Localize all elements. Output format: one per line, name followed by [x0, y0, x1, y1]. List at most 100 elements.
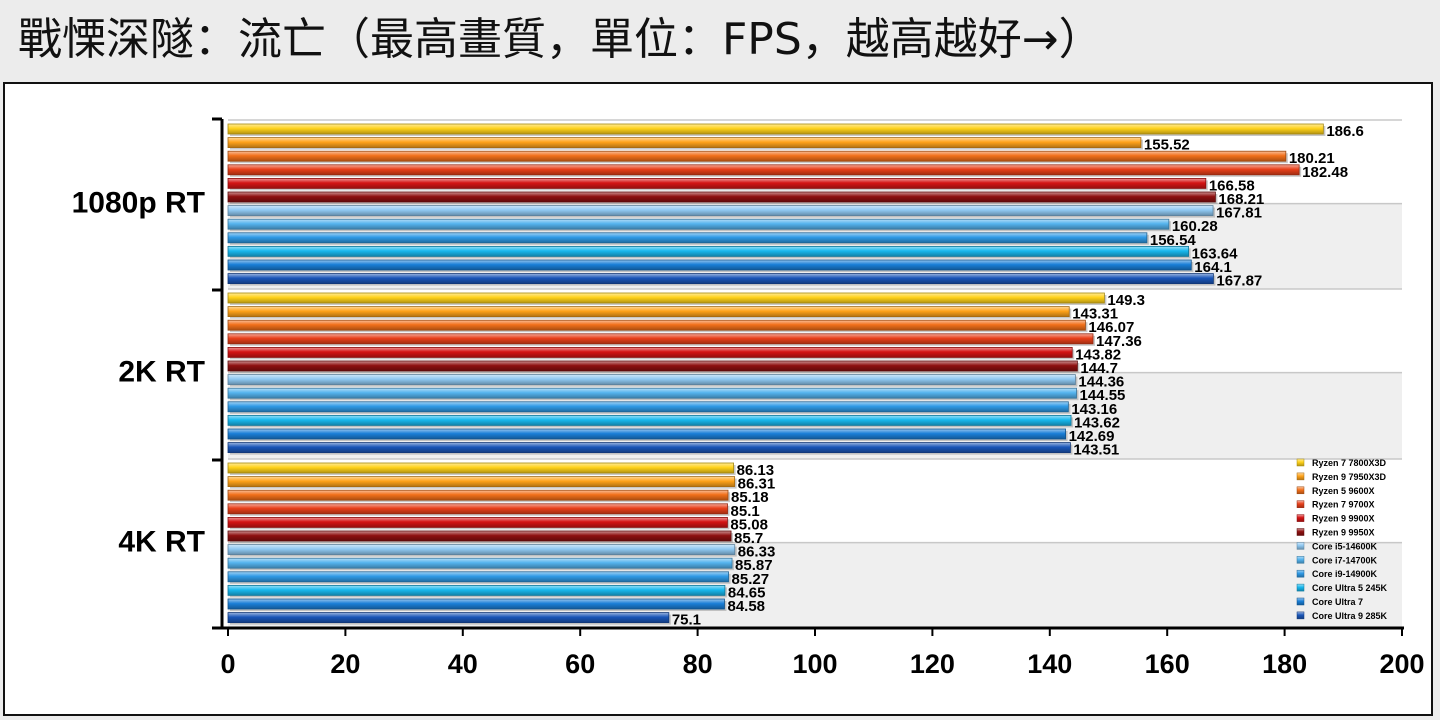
value-label: 143.51 [1073, 442, 1119, 459]
bar [227, 442, 1071, 454]
x-tick-label: 20 [330, 649, 360, 679]
bar [227, 346, 1073, 358]
value-label: 186.6 [1326, 123, 1364, 140]
value-label: 167.81 [1216, 205, 1262, 222]
bar [227, 387, 1077, 399]
value-label: 143.82 [1075, 346, 1121, 363]
value-label: 166.58 [1209, 177, 1255, 194]
value-label: 85.27 [732, 571, 770, 588]
value-label: 149.3 [1107, 292, 1145, 309]
category-label: 1080p RT [72, 186, 205, 219]
value-label: 182.48 [1302, 164, 1348, 181]
x-tick-label: 140 [1027, 649, 1072, 679]
legend-swatch [1296, 542, 1305, 550]
legend-entry: Ryzen 5 9600X [1312, 486, 1375, 496]
value-label: 143.16 [1071, 401, 1117, 418]
legend-entry: Ryzen 7 7800X3D [1312, 458, 1387, 468]
legend-entry: Core i5-14600K [1312, 541, 1378, 551]
legend-entry: Core Ultra 7 [1312, 597, 1363, 607]
value-label: 144.55 [1080, 387, 1126, 404]
legend-swatch [1296, 556, 1305, 564]
bar [227, 360, 1078, 372]
bar [227, 245, 1189, 257]
bar [227, 544, 736, 555]
x-tick-label: 80 [683, 649, 713, 679]
bar [227, 401, 1069, 413]
value-label: 85.7 [734, 530, 763, 547]
bar [227, 191, 1216, 203]
value-label: 164.1 [1194, 259, 1232, 276]
legend-swatch [1296, 597, 1305, 606]
legend-swatch [1296, 500, 1305, 508]
value-label: 84.65 [728, 584, 766, 601]
legend-entry: Core i9-14900K [1312, 569, 1378, 579]
bar [227, 150, 1287, 162]
bar [227, 306, 1070, 318]
bar [227, 428, 1066, 440]
category-label: 2K RT [118, 355, 205, 388]
x-tick-label: 0 [220, 649, 235, 679]
value-label: 147.36 [1096, 333, 1142, 350]
bar [227, 218, 1170, 230]
value-label: 75.1 [672, 612, 701, 629]
bar [227, 557, 733, 569]
value-label: 144.7 [1080, 360, 1118, 377]
x-tick-label: 200 [1379, 649, 1424, 679]
x-tick-label: 100 [792, 649, 837, 679]
value-label: 155.52 [1144, 137, 1190, 154]
bar [227, 164, 1300, 176]
bar [227, 292, 1105, 304]
value-label: 85.1 [731, 503, 760, 520]
x-tick-label: 120 [910, 649, 955, 679]
value-label: 163.64 [1192, 245, 1239, 262]
value-label: 86.13 [737, 462, 775, 479]
bar [227, 612, 670, 623]
bar [227, 414, 1072, 426]
legend-entry: Core i7-14700K [1312, 555, 1378, 565]
legend-swatch [1296, 472, 1305, 481]
bar [227, 585, 726, 596]
value-label: 160.28 [1172, 218, 1218, 235]
value-label: 85.87 [735, 557, 773, 574]
legend-entry: Ryzen 9 9950X [1312, 528, 1375, 538]
bar [227, 177, 1207, 189]
bar [227, 123, 1324, 135]
bar [227, 530, 732, 542]
x-tick-label: 180 [1262, 649, 1307, 679]
value-label: 144.36 [1078, 374, 1124, 391]
bar [227, 503, 728, 515]
legend-swatch [1296, 583, 1305, 592]
value-label: 143.62 [1074, 414, 1120, 431]
bar [227, 232, 1148, 244]
legend-swatch [1296, 528, 1305, 536]
legend-swatch [1296, 611, 1305, 620]
value-label: 86.33 [738, 544, 776, 561]
bar [227, 517, 728, 528]
x-tick-label: 160 [1145, 649, 1190, 679]
chart-title: 戰慄深隧：流亡（最高畫質，單位：FPS，越高越好→） [18, 14, 1103, 65]
value-label: 85.18 [731, 489, 769, 506]
bar [227, 462, 734, 474]
value-label: 143.31 [1072, 306, 1118, 323]
value-label: 168.21 [1218, 191, 1264, 208]
bar [227, 205, 1214, 217]
value-label: 86.31 [738, 476, 776, 493]
bar [227, 374, 1076, 386]
bar [227, 259, 1192, 271]
x-tick-label: 40 [448, 649, 478, 679]
value-label: 180.21 [1289, 150, 1335, 167]
legend-entry: Ryzen 7 9700X [1312, 500, 1375, 510]
legend-entry: Ryzen 9 7950X3D [1312, 472, 1387, 482]
legend-entry: Ryzen 9 9900X [1312, 514, 1375, 524]
bar [227, 476, 736, 488]
legend-swatch [1296, 458, 1305, 467]
legend-swatch [1296, 514, 1305, 522]
value-label: 142.69 [1069, 428, 1115, 445]
legend-swatch [1296, 569, 1305, 578]
bar [227, 489, 729, 501]
value-label: 167.87 [1216, 273, 1262, 290]
value-label: 84.58 [727, 598, 765, 615]
bar [227, 333, 1094, 345]
value-label: 146.07 [1088, 319, 1134, 336]
